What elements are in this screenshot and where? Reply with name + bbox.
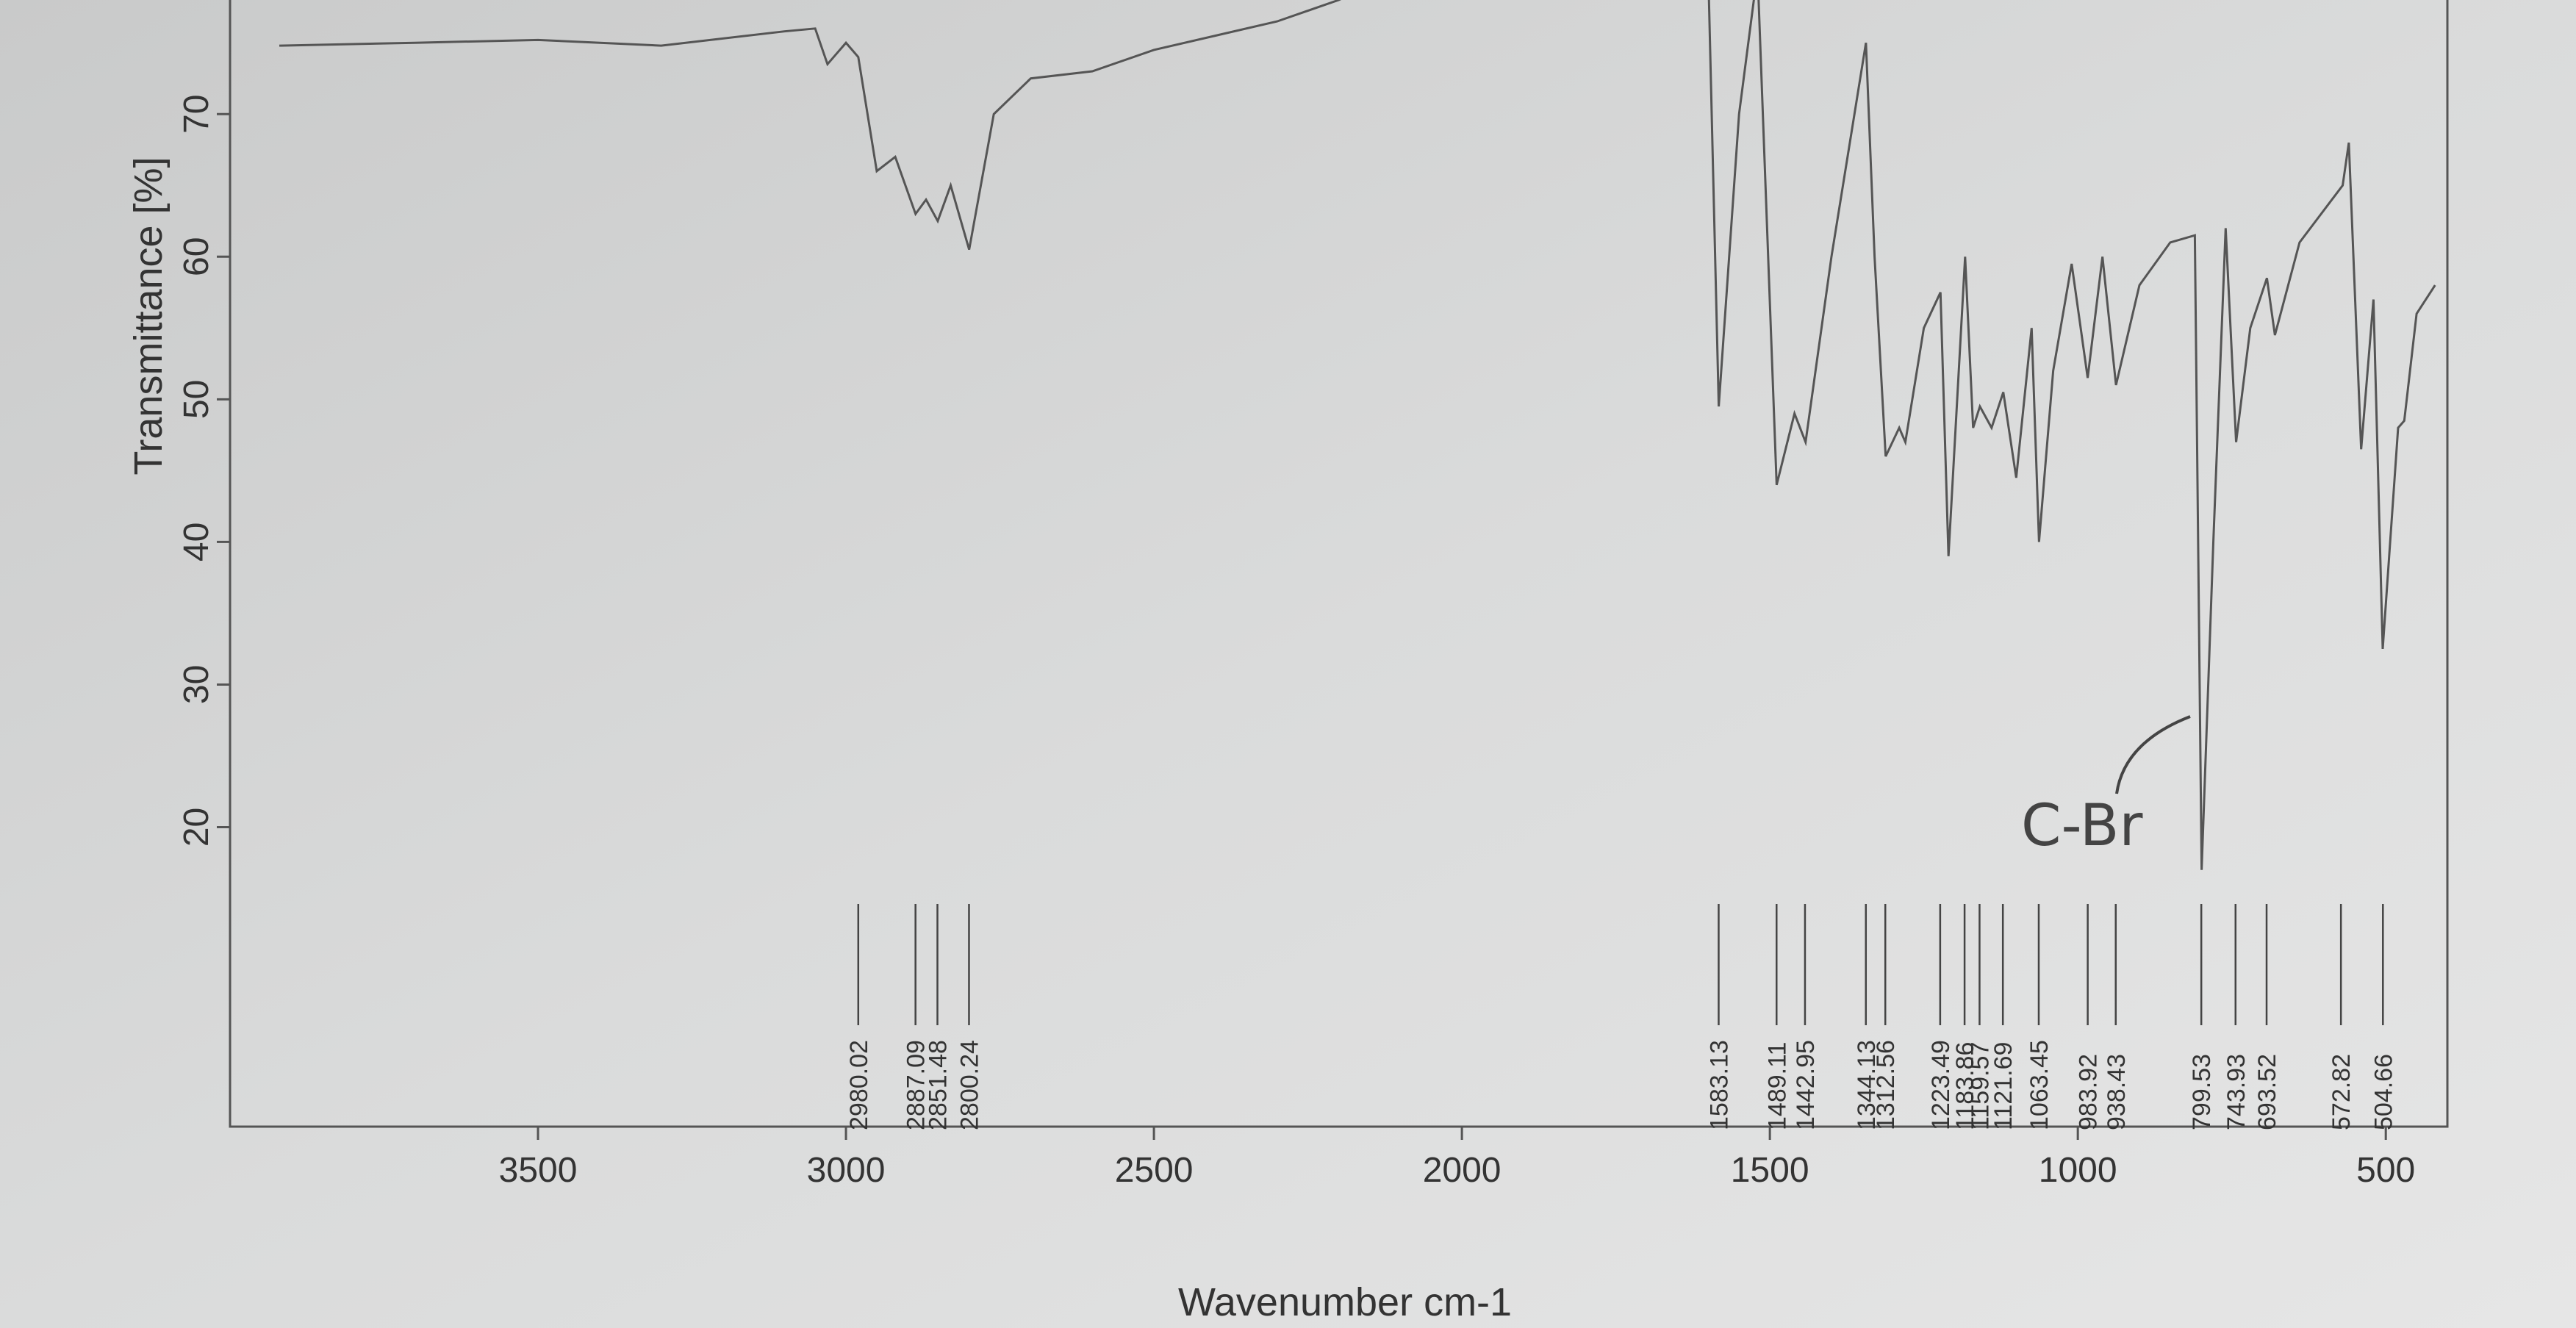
peak-label: 2887.09 [903, 1040, 930, 1130]
peak-label: 693.52 [2253, 1054, 2281, 1130]
y-tick-label: 30 [177, 665, 216, 704]
x-tick-label: 3000 [807, 1151, 886, 1190]
x-tick-label: 1500 [1731, 1151, 1809, 1190]
x-axis-label: Wavenumber cm-1 [1178, 1280, 1512, 1324]
x-tick-label: 2000 [1423, 1151, 1502, 1190]
annotation: C-Br [2021, 793, 2143, 859]
frame [229, 0, 2449, 1128]
peak-label: 1344.13 [1853, 1040, 1881, 1130]
peak-label: 1489.11 [1763, 1042, 1791, 1130]
y-tick-label: 50 [177, 380, 216, 419]
peak-label: 1583.13 [1705, 1040, 1733, 1130]
spectrum-line [279, 0, 2436, 870]
peak-label: 743.93 [2222, 1054, 2250, 1130]
peak-label: 1159.57 [1966, 1042, 1994, 1130]
peak-label: 1312.56 [1872, 1040, 1900, 1130]
peak-label: 504.66 [2369, 1054, 2397, 1130]
peak-label: 983.92 [2075, 1054, 2103, 1130]
y-tick-label: 40 [177, 523, 216, 561]
peak-label: 938.43 [2103, 1054, 2131, 1130]
y-axis-label: Transmittance [%] [126, 157, 171, 475]
peak-label: 1063.45 [2026, 1040, 2053, 1130]
peak-label: 1223.49 [1927, 1040, 1955, 1130]
x-tick-label: 1000 [2039, 1151, 2117, 1190]
peak-label: 572.82 [2328, 1054, 2356, 1130]
y-tick-label: 20 [177, 808, 216, 847]
peak-label: 799.53 [2188, 1054, 2216, 1130]
peak-label: 2800.24 [955, 1040, 983, 1130]
x-tick-label: 500 [2356, 1151, 2415, 1190]
y-tick-label: 60 [177, 237, 216, 276]
y-tick-label: 70 [177, 95, 216, 134]
peak-label: 1442.95 [1792, 1040, 1820, 1130]
annotation-stroke [2115, 715, 2191, 794]
x-tick-label: 2500 [1115, 1151, 1194, 1190]
peak-label: 2851.48 [925, 1040, 952, 1130]
peak-label: 1183.86 [1951, 1042, 1979, 1130]
x-tick-label: 3500 [499, 1151, 578, 1190]
peak-label: 1121.69 [1990, 1042, 2017, 1130]
peak-label: 2980.02 [845, 1040, 873, 1130]
